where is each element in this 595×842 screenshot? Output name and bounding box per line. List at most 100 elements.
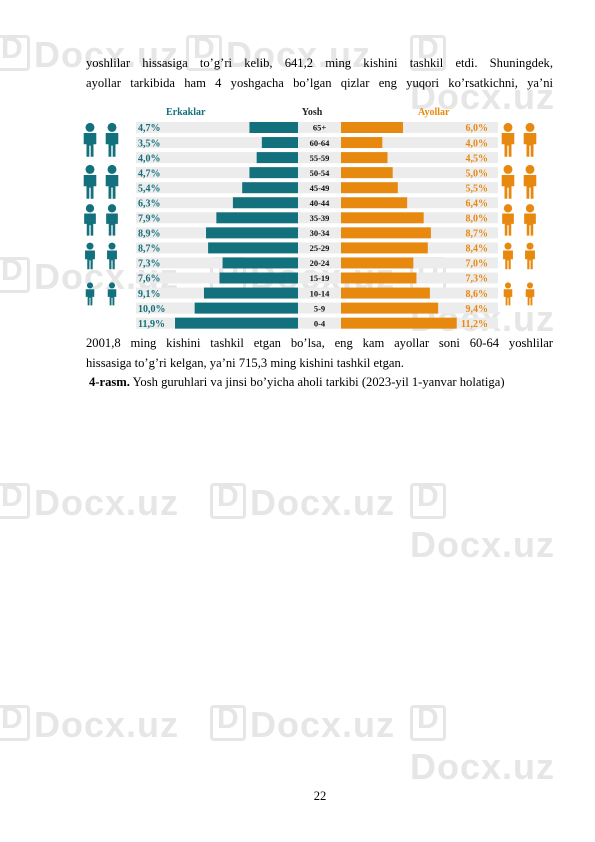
male-data-label: 7,9% [138, 214, 161, 225]
male-data-label: 4,0% [138, 153, 161, 164]
age-tick-label: 65+ [313, 123, 327, 133]
infant-icon [525, 282, 535, 306]
female-data-label: 9,4% [466, 304, 489, 315]
female-bar [341, 212, 424, 224]
female-bar [341, 272, 417, 284]
male-data-label: 11,9% [138, 319, 165, 330]
female-bar [341, 257, 414, 269]
figure-caption: 4-rasm. Yosh guruhlari va jinsi bo’yicha… [89, 375, 505, 390]
adult-couple-icon [105, 164, 119, 199]
teen-couple-icon [84, 204, 96, 236]
adult-couple-icon [83, 164, 97, 199]
male-data-label: 4,7% [138, 168, 161, 179]
male-bar [261, 137, 298, 149]
watermark: Docx.uz [210, 480, 395, 524]
age-tick-label: 20-24 [310, 258, 331, 268]
paragraph-top: yoshlilar hissasiga to’g’ri kelib, 641,2… [86, 53, 553, 93]
male-data-label: 8,9% [138, 229, 161, 240]
adult-couple-icon [501, 164, 515, 199]
male-bar [206, 227, 298, 239]
watermark: Docx.uz [0, 480, 179, 524]
female-data-label: 5,5% [466, 183, 489, 194]
male-data-label: 9,1% [138, 289, 161, 300]
female-data-label: 7,0% [466, 259, 489, 270]
watermark: Docx.uz [210, 702, 395, 746]
right-people-icons [501, 122, 537, 306]
text-line: ayollar tarkibida ham 4 yoshgacha bo’lga… [86, 76, 553, 90]
watermark: Docx.uz [410, 480, 595, 566]
page-number: 22 [313, 789, 327, 803]
female-bar [341, 227, 431, 239]
row-band [136, 242, 498, 254]
male-data-label: 10,0% [138, 304, 166, 315]
text-line: hissasiga to’g’ri kelgan, ya’ni 715,3 mi… [86, 356, 404, 370]
female-bar [341, 137, 383, 149]
row-band [136, 137, 498, 149]
male-bar [249, 167, 298, 179]
child-couple-icon [503, 242, 513, 270]
female-data-label: 8,7% [466, 229, 489, 240]
row-band [136, 152, 498, 164]
males-header: Erkaklar [166, 107, 206, 118]
adult-couple-icon [523, 164, 537, 199]
male-data-label: 7,6% [138, 274, 161, 285]
age-tick-label: 35-39 [310, 213, 330, 223]
male-bar [242, 182, 298, 194]
row-band [136, 212, 498, 224]
left-people-icons [83, 122, 119, 306]
male-bar [222, 257, 298, 269]
female-data-label: 7,3% [466, 274, 489, 285]
text-line: 2001,8 ming kishini tashkil etgan bo’lsa… [86, 336, 553, 350]
male-data-label: 8,7% [138, 244, 161, 255]
female-data-label: 4,0% [466, 138, 489, 149]
child-couple-icon [107, 242, 117, 270]
female-data-label: 4,5% [466, 153, 489, 164]
infant-icon [107, 282, 117, 306]
female-data-label: 6,4% [466, 198, 489, 209]
population-pyramid-chart: Erkaklar Yosh Ayollar 65+ 4,7% 6,0% 60-64 3,… [83, 107, 537, 330]
child-couple-icon [85, 242, 95, 270]
age-tick-label: 10-14 [310, 288, 331, 298]
paragraph-bottom: 2001,8 ming kishini tashkil etgan bo’lsa… [86, 333, 553, 373]
watermark: Docx.uz [410, 702, 595, 788]
female-bar [341, 167, 393, 179]
age-tick-label: 60-64 [310, 138, 331, 148]
row-band [136, 302, 498, 314]
row-band [136, 272, 498, 284]
teen-couple-icon [524, 204, 536, 236]
female-bar [341, 302, 439, 314]
infant-icon [85, 282, 95, 306]
infant-icon [503, 282, 513, 306]
elderly-couple-icon [105, 122, 119, 157]
age-tick-label: 55-59 [310, 153, 330, 163]
row-band [136, 167, 498, 179]
female-data-label: 8,6% [466, 289, 489, 300]
female-bar [341, 287, 430, 299]
age-tick-label: 5-9 [314, 303, 325, 313]
elderly-couple-icon [83, 122, 97, 157]
age-tick-label: 0-4 [314, 318, 326, 328]
female-data-label: 11,2% [461, 319, 488, 330]
female-bar [341, 317, 457, 329]
row-band [136, 317, 498, 329]
text-line: yoshlilar hissasiga to’g’ri kelib, 641,2… [86, 56, 553, 70]
elderly-couple-icon [501, 122, 515, 157]
age-tick-label: 30-34 [310, 228, 331, 238]
female-data-label: 8,0% [466, 214, 489, 225]
row-band [136, 227, 498, 239]
age-tick-label: 15-19 [310, 273, 330, 283]
female-bar [341, 152, 388, 164]
age-tick-label: 50-54 [310, 168, 331, 178]
teen-couple-icon [502, 204, 514, 236]
elderly-couple-icon [523, 122, 537, 157]
child-couple-icon [525, 242, 535, 270]
caption-text: Yosh guruhlari va jinsi bo’yicha aholi t… [129, 375, 505, 389]
row-band [136, 182, 498, 194]
male-data-label: 4,7% [138, 123, 161, 134]
male-data-label: 5,4% [138, 183, 161, 194]
male-bar [175, 317, 298, 329]
age-header: Yosh [302, 107, 323, 118]
male-bar [232, 197, 298, 209]
row-band [136, 257, 498, 269]
female-bar [341, 182, 398, 194]
